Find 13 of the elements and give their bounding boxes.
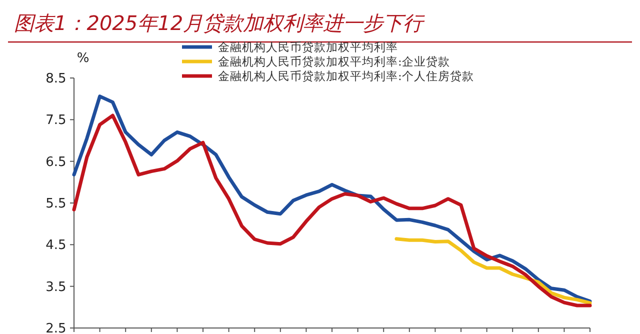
y-tick-label: 2.5 — [46, 322, 66, 334]
y-tick-label: 5.5 — [46, 196, 66, 212]
legend-label: 金融机构人民币贷款加权平均利率:个人住房贷款 — [218, 69, 474, 84]
y-tick-label: 8.5 — [46, 72, 66, 87]
y-axis-title: % — [76, 51, 90, 66]
y-tick-label: 6.5 — [46, 154, 66, 170]
line-series — [394, 237, 592, 305]
y-tick-label: 7.5 — [46, 113, 66, 128]
y-tick-label: 4.5 — [46, 238, 66, 254]
chart-title: 图表1：2025年12月贷款加权利率进一步下行 — [14, 11, 426, 35]
legend-label: 金融机构人民币贷款加权平均利率:企业贷款 — [218, 54, 450, 69]
y-tick-label: 3.5 — [46, 280, 66, 295]
legend-label: 金融机构人民币贷款加权平均利率 — [218, 40, 398, 54]
